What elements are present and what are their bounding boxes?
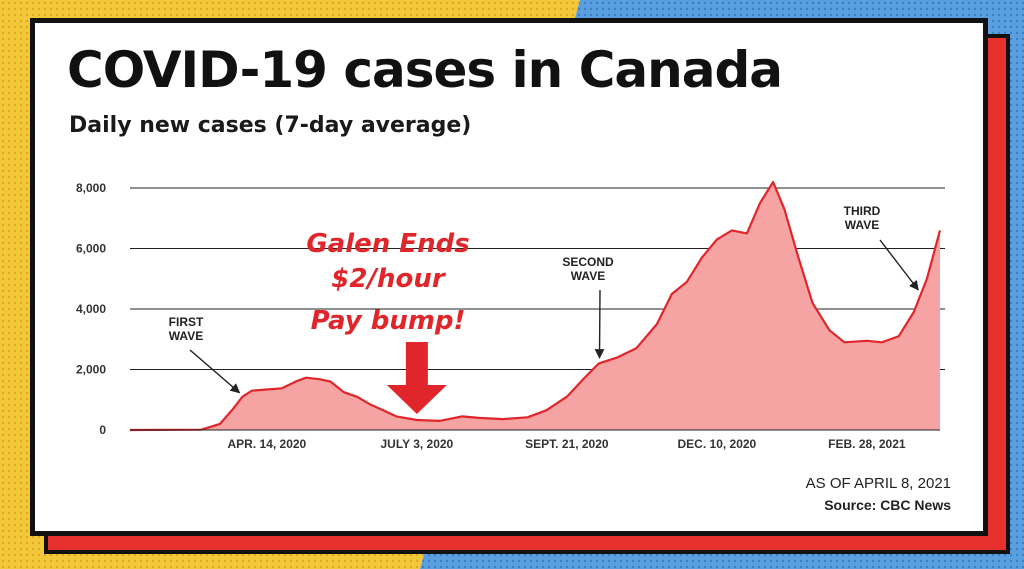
wave-arrow-2 (594, 289, 605, 359)
wave-label-3-line-1: THIRD (844, 204, 881, 218)
wave-arrow-1 (189, 349, 241, 394)
y-tick-label-0: 0 (99, 423, 106, 437)
callout-line-1: Galen Ends (306, 229, 469, 259)
x-tick-label-3: DEC. 10, 2020 (678, 437, 757, 451)
wave-label-2-line-2: WAVE (571, 269, 605, 283)
wave-label-2-line-1: SECOND (562, 255, 614, 269)
chart-card: COVID-19 cases in Canada Daily new cases… (30, 18, 988, 536)
x-tick-label-0: APR. 14, 2020 (228, 437, 307, 451)
x-tick-label-1: JULY 3, 2020 (381, 437, 454, 451)
wave-label-3-line-2: WAVE (845, 218, 879, 232)
wave-arrow-3 (879, 239, 919, 291)
y-tick-label-4000: 4,000 (76, 302, 106, 316)
chart-title: COVID-19 cases in Canada (67, 41, 783, 99)
y-tick-label-8000: 8,000 (76, 181, 106, 195)
wave-label-1-line-1: FIRST (169, 315, 204, 329)
as-of-date: AS OF APRIL 8, 2021 (805, 475, 951, 492)
cases-area (130, 182, 940, 430)
y-tick-label-6000: 6,000 (76, 242, 106, 256)
y-tick-label-2000: 2,000 (76, 363, 106, 377)
x-tick-label-4: FEB. 28, 2021 (828, 437, 906, 451)
chart-subtitle: Daily new cases (7-day average) (69, 113, 472, 138)
x-tick-label-2: SEPT. 21, 2020 (525, 437, 609, 451)
cases-line (129, 180, 942, 432)
source-credit: Source: CBC News (824, 497, 951, 513)
wave-label-1-line-2: WAVE (169, 329, 203, 343)
callout-line-3: Pay bump! (311, 306, 466, 336)
callout-line-2: $2/hour (331, 264, 447, 294)
callout-arrow (386, 342, 447, 414)
